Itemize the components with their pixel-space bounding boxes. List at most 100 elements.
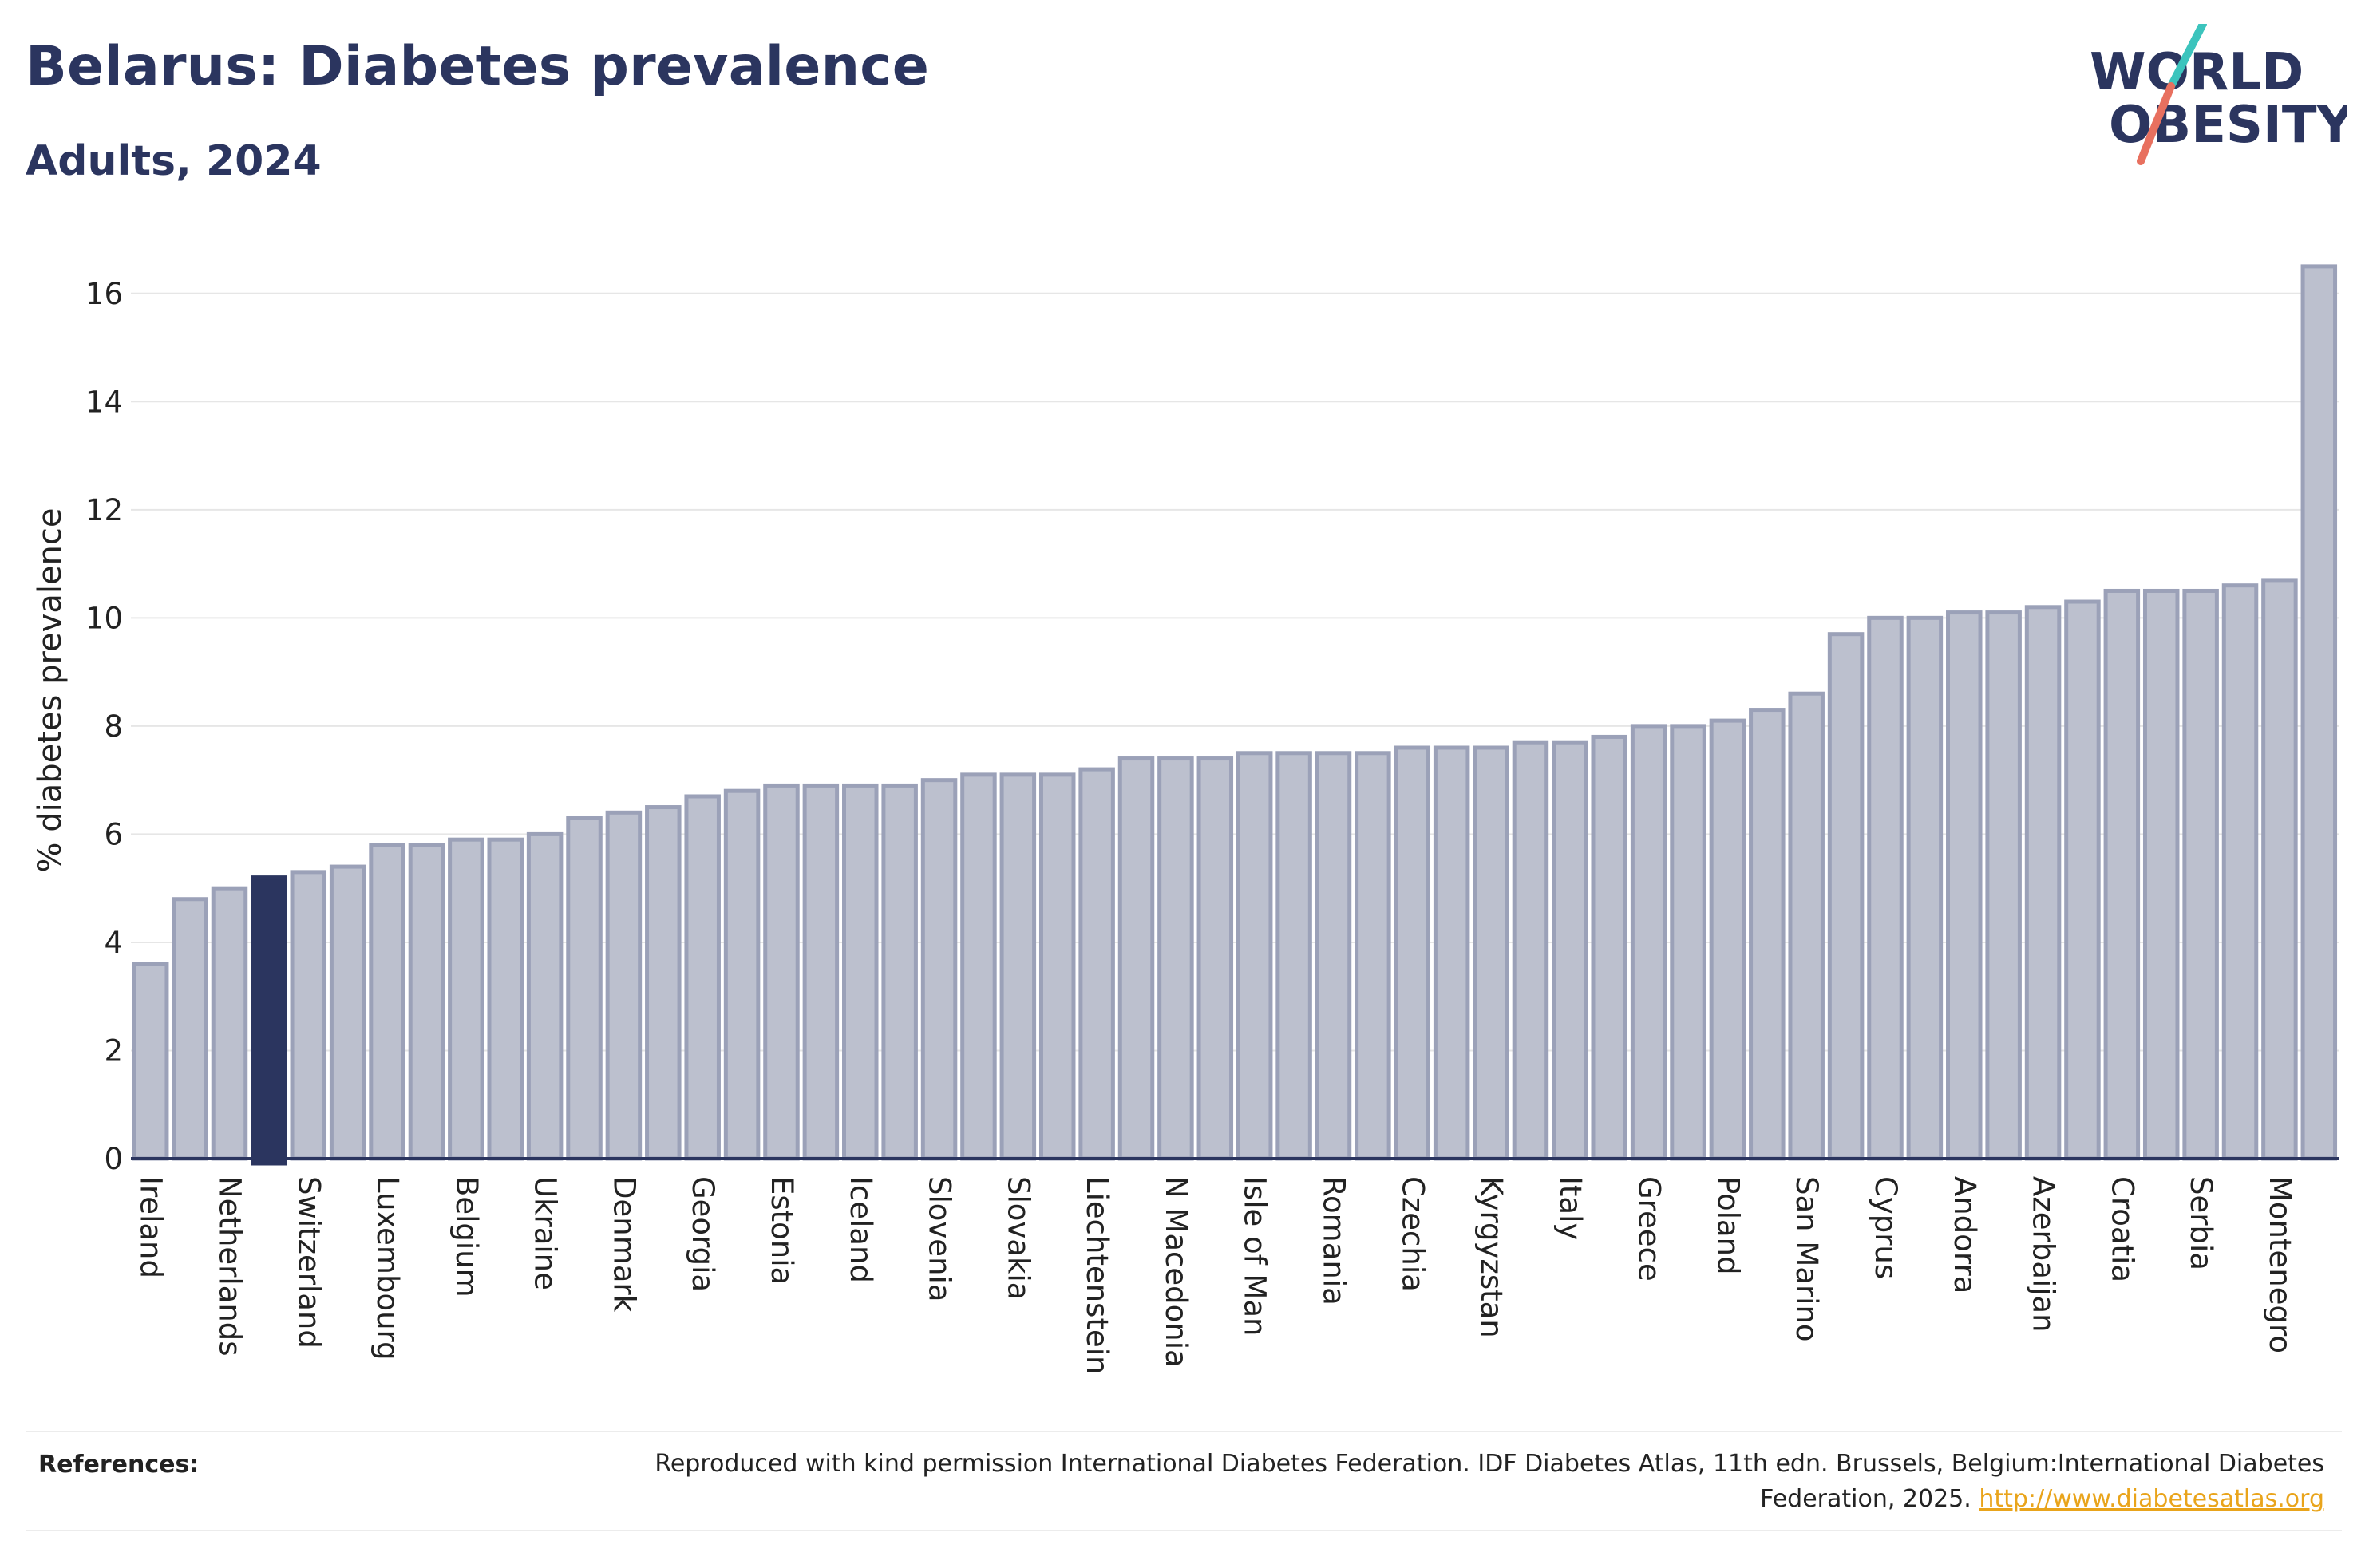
x-tick-label: Greece [1632, 1176, 1667, 1282]
reference-text-block: Reproduced with kind permission Internat… [648, 1447, 2324, 1517]
bar [1275, 751, 1312, 1161]
bar [1078, 767, 1115, 1161]
references-label: References: [38, 1451, 200, 1479]
bar [1946, 610, 1983, 1161]
bar [1591, 734, 1627, 1161]
y-tick-label: 8 [104, 709, 123, 744]
bar [290, 870, 327, 1161]
bar [999, 772, 1037, 1161]
reference-text: Reproduced with kind permission Internat… [655, 1450, 2324, 1513]
bar [132, 962, 169, 1161]
x-tick-label: Slovenia [923, 1176, 957, 1301]
bar [723, 788, 761, 1161]
y-tick-label: 12 [85, 493, 123, 527]
x-tick-label: Iceland [844, 1176, 878, 1283]
x-tick-label: Luxembourg [370, 1176, 405, 1361]
y-tick-label: 16 [85, 277, 123, 311]
bar [684, 794, 721, 1161]
x-tick-label: Liechtenstein [1080, 1176, 1114, 1374]
footer-divider-bottom [26, 1530, 2342, 1531]
bar [1355, 751, 1391, 1161]
bar [1552, 740, 1588, 1161]
y-tick-label: 10 [85, 601, 123, 635]
bar [1670, 724, 1706, 1161]
y-tick-label: 0 [104, 1142, 123, 1176]
bar [605, 810, 643, 1161]
bar [526, 831, 564, 1161]
chart-title: Belarus: Diabetes prevalence [26, 35, 930, 98]
x-tick-label: Czechia [1395, 1176, 1430, 1292]
logo-slash-teal [2167, 24, 2207, 90]
x-tick-label: Italy [1553, 1176, 1588, 1240]
bar [369, 843, 405, 1161]
bar [1157, 756, 1194, 1161]
bar [1512, 740, 1549, 1161]
axes: 0 2 4 6 8 10 12 14 16 Ireland Netherlands Switzerla… [85, 277, 2339, 1374]
bar [842, 783, 879, 1161]
bar [487, 837, 524, 1161]
bar [1394, 745, 1431, 1161]
bar [1236, 751, 1273, 1161]
x-tick-label: N Macedonia [1159, 1176, 1193, 1368]
bar [1709, 718, 1746, 1161]
bar [960, 772, 997, 1161]
logo-slash-coral [2137, 82, 2175, 165]
bar [172, 897, 208, 1161]
x-tick-label: Kyrgyzstan [1474, 1176, 1509, 1338]
bar [2182, 588, 2219, 1161]
bar [1038, 772, 1076, 1161]
x-tick-label: Montenegro [2263, 1176, 2297, 1353]
bar [802, 783, 840, 1161]
x-tick-label: Denmark [607, 1176, 641, 1313]
x-tick-label: Croatia [2105, 1176, 2139, 1282]
x-tick-label: Romania [1316, 1176, 1351, 1305]
x-tick-label: San Marino [1790, 1176, 1824, 1342]
bar [408, 843, 445, 1161]
reference-link[interactable]: http://www.diabetesatlas.org [1979, 1485, 2324, 1513]
bar [1630, 724, 1667, 1161]
x-tick-label: Cyprus [1869, 1176, 1903, 1279]
bar [1433, 745, 1470, 1161]
bar [251, 875, 287, 1166]
bar [1473, 745, 1509, 1161]
bar [881, 783, 918, 1161]
x-tick-label: Isle of Man [1238, 1176, 1272, 1336]
logo-word-world: WORLD [2090, 43, 2304, 102]
x-tick-label: Poland [1710, 1176, 1745, 1275]
x-tick-label: Belgium [449, 1176, 484, 1297]
y-tick-label: 4 [104, 926, 123, 960]
bar [2064, 599, 2101, 1161]
x-tick-label: Ukraine [528, 1176, 563, 1290]
x-tick-label: Estonia [765, 1176, 799, 1285]
bar [645, 805, 682, 1161]
bar [1906, 615, 1944, 1161]
x-tick-label: Netherlands [212, 1176, 247, 1357]
x-tick-label: Azerbaijan [2027, 1176, 2061, 1333]
y-tick-label: 6 [104, 817, 123, 851]
bar [1749, 708, 1786, 1161]
bar [448, 837, 484, 1161]
chart-subtitle: Adults, 2024 [26, 137, 322, 185]
bar [2103, 588, 2141, 1161]
y-axis-title: % diabetes prevalence [32, 508, 69, 872]
bar [1196, 756, 1234, 1161]
bar [566, 816, 603, 1161]
bar [2300, 264, 2338, 1161]
bar [1985, 610, 2022, 1161]
x-tick-label: Georgia [686, 1176, 720, 1292]
bar [2024, 605, 2062, 1161]
bar [1867, 615, 1904, 1161]
bar [1788, 691, 1825, 1161]
bar [2142, 588, 2180, 1161]
bar [920, 778, 958, 1161]
bar [1117, 756, 1155, 1161]
x-tick-label: Ireland [134, 1176, 168, 1278]
x-tick-label: Andorra [1948, 1176, 1982, 1294]
x-tick-label: Slovakia [1001, 1176, 1035, 1300]
world-obesity-logo: WORLD OBESITY [2090, 24, 2347, 165]
bar [1827, 632, 1865, 1161]
x-tick-label: Switzerland [291, 1176, 326, 1349]
footer-divider-top [26, 1431, 2342, 1432]
bar [211, 886, 248, 1161]
